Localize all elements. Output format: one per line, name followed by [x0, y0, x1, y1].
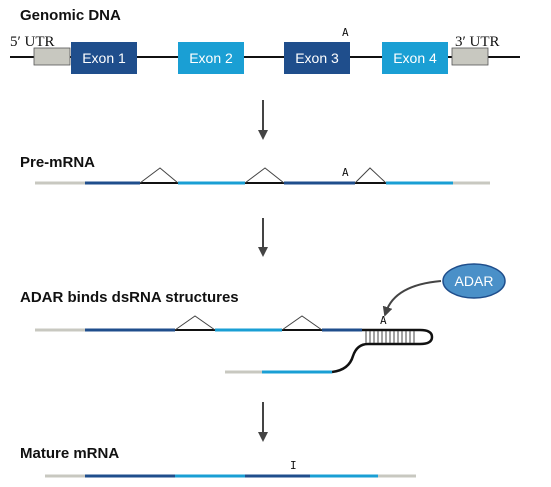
adar-binding-arrow-icon	[382, 280, 442, 317]
dsrna-base-pair-ticks	[365, 331, 415, 343]
exon-4-box	[382, 42, 448, 74]
adar-binding-title: ADAR binds dsRNA structures	[20, 289, 239, 306]
adar-enzyme-label: ADAR	[455, 273, 494, 289]
five-prime-utr-label: 5′ UTR	[10, 34, 55, 50]
exon-1-label: Exon 1	[82, 50, 126, 66]
exon-2-label: Exon 2	[189, 50, 233, 66]
five-prime-utr-box	[33, 47, 71, 66]
adar-binding-stage: ADAR binds dsRNA structures A	[20, 263, 506, 374]
mature-mrna-title: Mature mRNA	[20, 445, 119, 462]
mature-inosine-label: I	[290, 459, 297, 472]
three-prime-utr-box	[451, 47, 489, 66]
exon-1-box	[71, 42, 137, 74]
three-prime-utr-label: 3′ UTR	[455, 34, 500, 50]
pre-mrna-adenosine-label: A	[342, 166, 349, 179]
pre-mrna-intron-loop-2	[244, 167, 285, 184]
adar-enzyme	[442, 263, 506, 299]
dsrna-adenosine-label: A	[380, 314, 387, 327]
genomic-adenosine-label: A	[342, 26, 349, 39]
mature-mrna-stage: Mature mRNA I	[20, 445, 416, 478]
genomic-dna-title: Genomic DNA	[20, 7, 121, 24]
dsrna-intron-loop-2	[281, 315, 323, 331]
exon-3-label: Exon 3	[295, 50, 339, 66]
exon-4-label: Exon 4	[393, 50, 437, 66]
dsrna-hairpin-loop	[331, 328, 434, 374]
exon-3-box	[284, 42, 350, 74]
dsrna-intron-loop-1	[174, 315, 216, 331]
genomic-dna-stage: Genomic DNA 5′ UTR 3′ UTR Exon 1 Exon 2 …	[10, 7, 520, 74]
exon-2-box	[178, 42, 244, 74]
pre-mrna-intron-loop-1	[139, 167, 179, 184]
pre-mrna-title: Pre-mRNA	[20, 154, 95, 171]
pre-mrna-stage: Pre-mRNA A	[20, 154, 490, 185]
pre-mrna-intron-loop-3	[354, 167, 387, 184]
